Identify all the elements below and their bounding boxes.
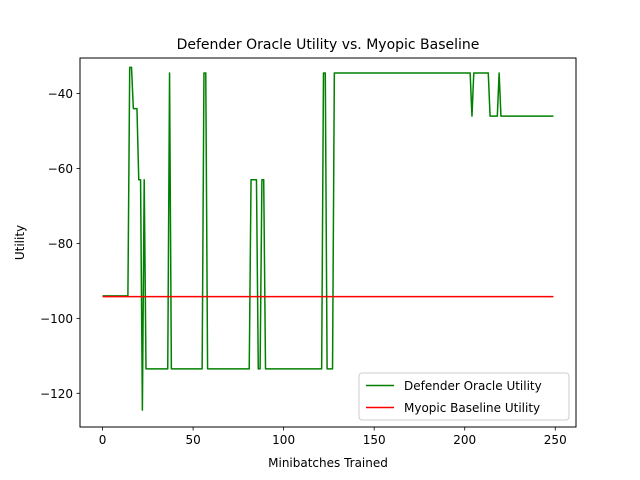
y-tick-label: −80 xyxy=(48,237,73,251)
x-axis-label: Minibatches Trained xyxy=(268,456,388,470)
y-tick-label: −120 xyxy=(40,387,73,401)
x-tick-label: 0 xyxy=(99,433,107,447)
series-line-defender-oracle xyxy=(102,66,554,411)
x-tick-label: 200 xyxy=(453,433,476,447)
x-tick-label: 150 xyxy=(363,433,386,447)
x-tick-label: 50 xyxy=(185,433,200,447)
axis-ticks: 0 50 100 150 200 250 −120 −100 −80 −60 −40 xyxy=(40,87,567,447)
y-tick-label: −100 xyxy=(40,312,73,326)
y-tick-label: −60 xyxy=(48,162,73,176)
x-tick-label: 100 xyxy=(272,433,295,447)
plot-area xyxy=(102,66,554,411)
legend-label-myopic-baseline: Myopic Baseline Utility xyxy=(404,401,540,415)
y-tick-label: −40 xyxy=(48,87,73,101)
y-axis-label: Utility xyxy=(13,225,27,260)
legend-box xyxy=(358,372,570,421)
legend-label-defender-oracle: Defender Oracle Utility xyxy=(404,379,542,393)
axes-frame xyxy=(79,57,577,428)
chart-title: Defender Oracle Utility vs. Myopic Basel… xyxy=(177,37,480,53)
legend: Defender Oracle Utility Myopic Baseline … xyxy=(358,372,570,421)
x-tick-label: 250 xyxy=(544,433,567,447)
